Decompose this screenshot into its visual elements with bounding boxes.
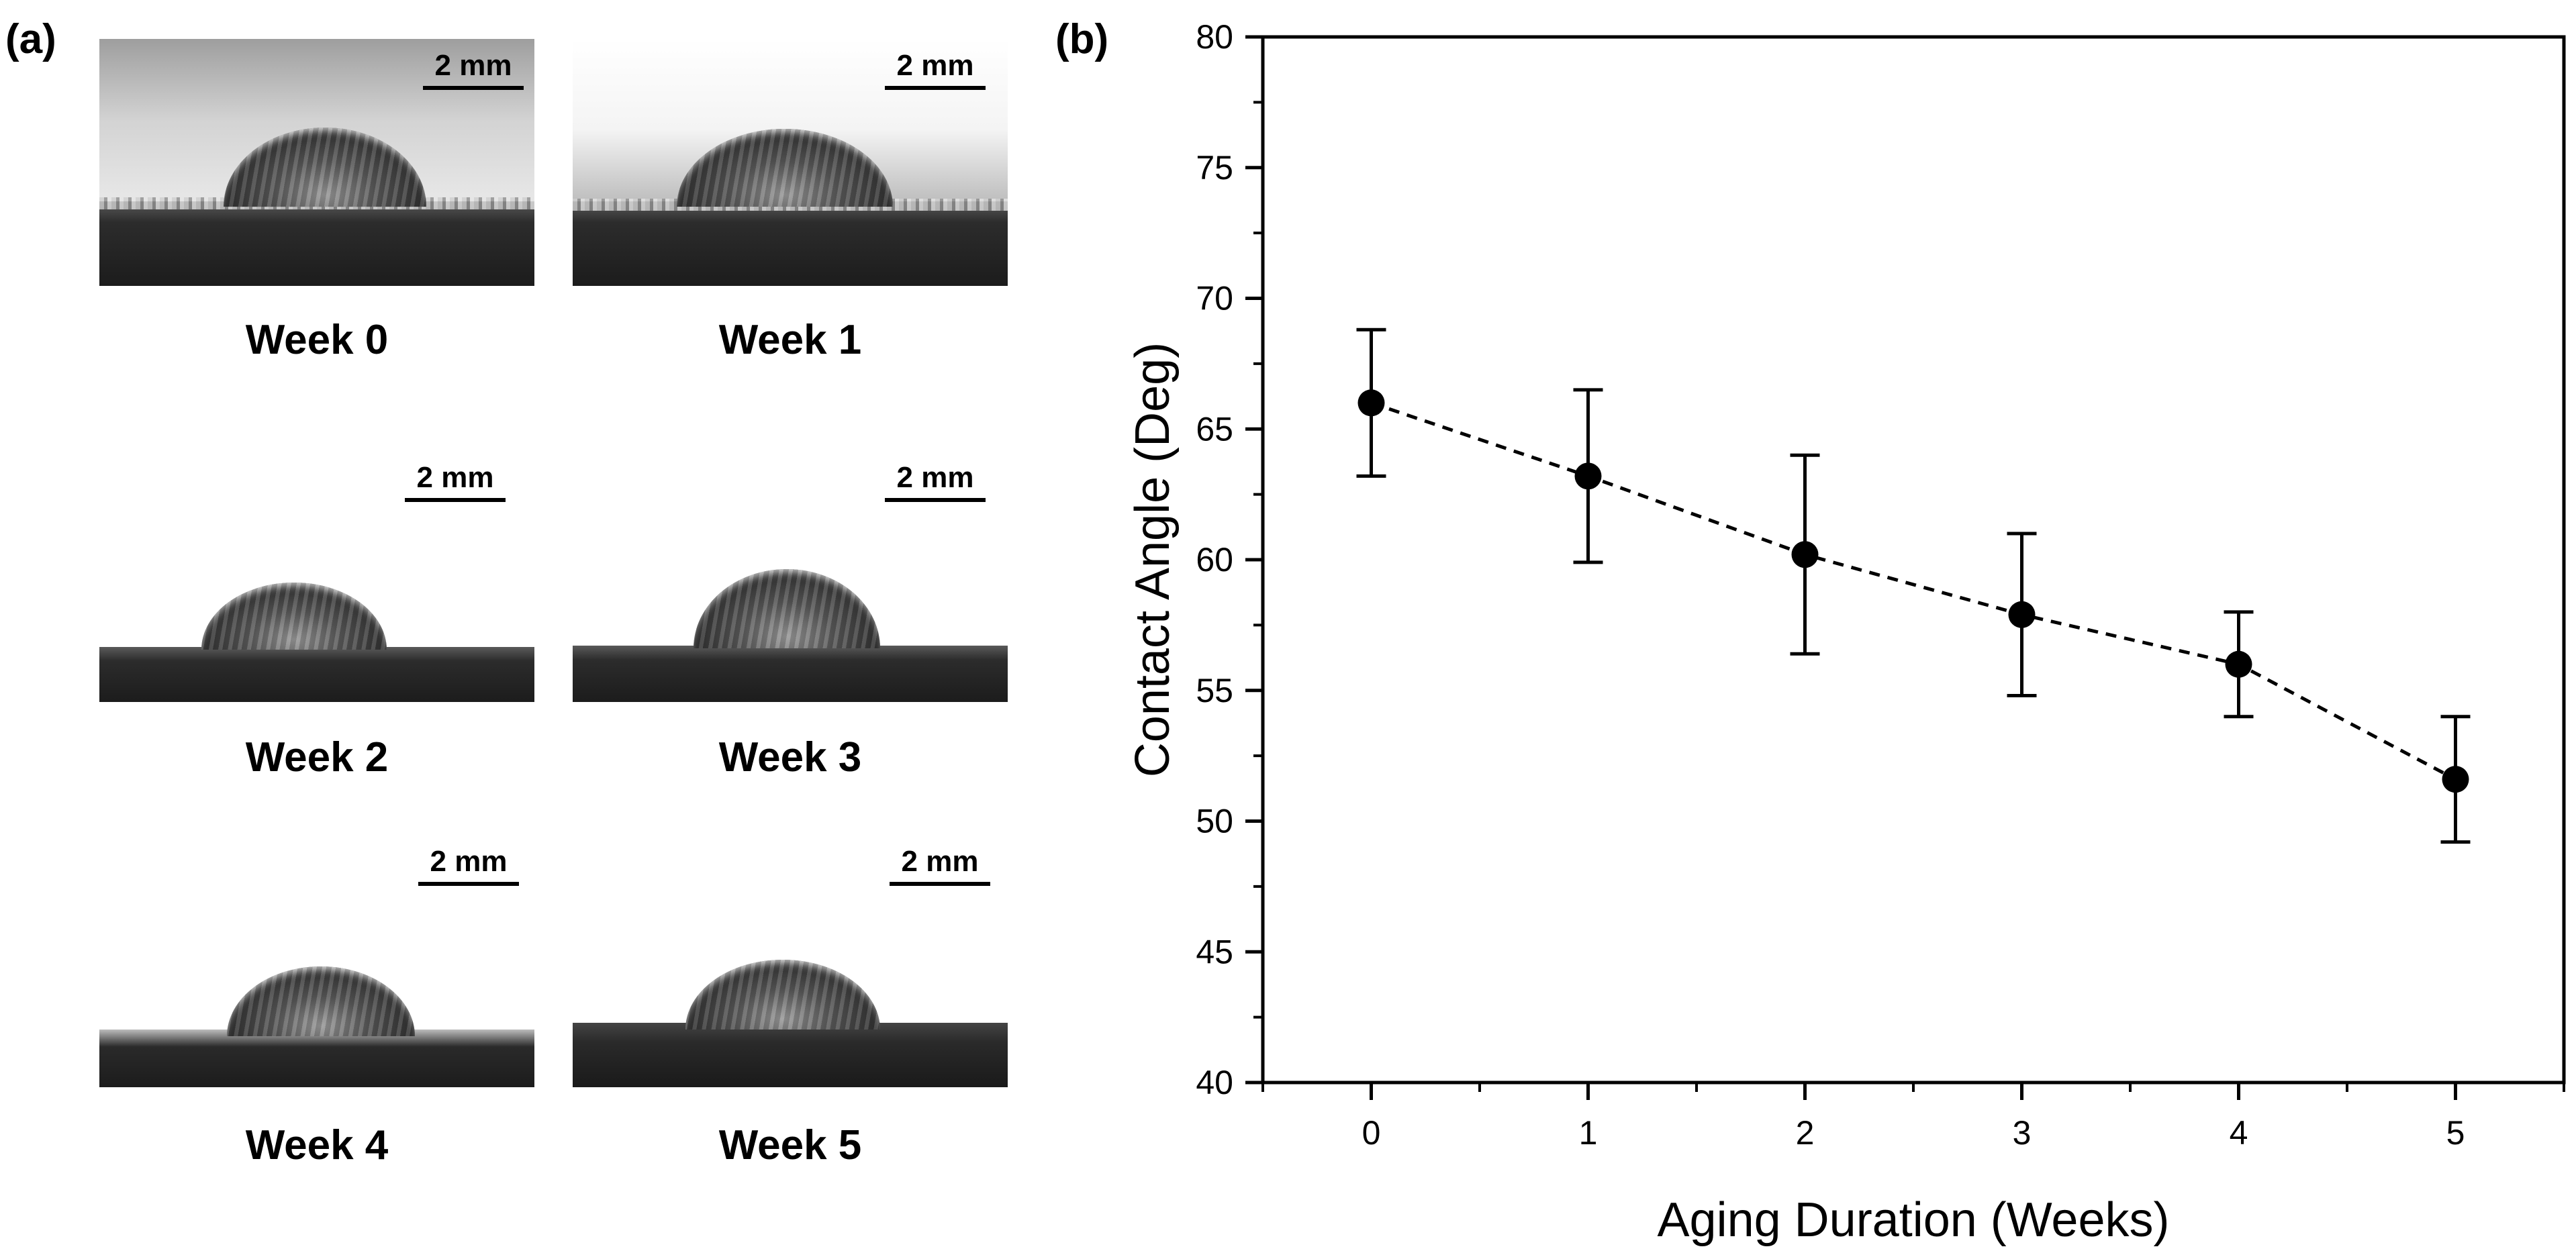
- y-tick-label: 45: [1196, 933, 1233, 970]
- data-point: [2008, 601, 2036, 628]
- y-tick-label: 80: [1196, 18, 1233, 56]
- data-point: [1357, 389, 1385, 417]
- y-tick-label: 60: [1196, 541, 1233, 579]
- x-axis: 0 1 2 3 4 5: [1261, 1083, 2565, 1152]
- photo-caption-week-3: Week 3: [718, 734, 862, 781]
- x-axis-title: Aging Duration (Weeks): [1658, 1193, 2170, 1247]
- scale-bar-label: 2 mm: [896, 49, 974, 82]
- photo-caption-week-5: Week 5: [718, 1122, 862, 1168]
- droplet-photo-week-2: 2 mm: [99, 455, 534, 702]
- x-tick-label: 1: [1579, 1114, 1598, 1152]
- droplet-photo-week-5: 2 mm: [573, 840, 1008, 1087]
- water-droplet-image: [201, 583, 387, 650]
- droplet-photo-week-4: 2 mm: [99, 840, 534, 1087]
- photo-caption-week-2: Week 2: [245, 734, 389, 781]
- y-tick-label: 40: [1196, 1064, 1233, 1101]
- data-point: [1574, 462, 1602, 490]
- scale-bar-label: 2 mm: [416, 461, 494, 494]
- water-droplet-image: [224, 128, 426, 207]
- scale-bar-line: [890, 882, 990, 886]
- x-tick-label: 2: [1796, 1114, 1815, 1152]
- panel-label-b: (b): [1055, 16, 1109, 62]
- scale-bar-label: 2 mm: [430, 845, 508, 878]
- water-droplet-image: [685, 960, 880, 1030]
- scale-bar: 2 mm: [890, 847, 990, 886]
- scale-bar-line: [885, 86, 986, 90]
- series-dashed-line: [1370, 401, 2456, 781]
- water-droplet-image: [694, 569, 880, 648]
- y-tick-label: 50: [1196, 803, 1233, 840]
- scale-bar: 2 mm: [885, 463, 986, 502]
- plot-area-frame: [1261, 35, 2566, 1085]
- scale-bar-line: [885, 498, 986, 502]
- scale-bar: 2 mm: [423, 51, 524, 90]
- scale-bar-line: [423, 86, 524, 90]
- scale-bar: 2 mm: [885, 51, 986, 90]
- scale-bar: 2 mm: [405, 463, 506, 502]
- y-tick-label: 55: [1196, 672, 1233, 709]
- panel-label-a: (a): [5, 16, 56, 62]
- series-layer: [1356, 328, 2471, 844]
- droplet-photo-week-1: 2 mm: [573, 39, 1008, 286]
- scale-bar-label: 2 mm: [901, 845, 979, 878]
- scale-bar: 2 mm: [418, 847, 519, 886]
- water-droplet-image: [677, 129, 893, 207]
- water-droplet-image: [227, 966, 415, 1036]
- x-tick-label: 0: [1362, 1114, 1381, 1152]
- y-axis: 40 45 50 55 60 65 70 75 80: [1196, 18, 1263, 1101]
- x-tick-label: 3: [2013, 1114, 2032, 1152]
- droplet-photo-week-3: 2 mm: [573, 455, 1008, 702]
- photo-caption-week-1: Week 1: [718, 317, 862, 363]
- scale-bar-line: [405, 498, 506, 502]
- scale-bar-label: 2 mm: [434, 49, 512, 82]
- scale-bar-label: 2 mm: [896, 461, 974, 494]
- photo-caption-week-4: Week 4: [245, 1122, 389, 1168]
- photo-caption-week-0: Week 0: [245, 317, 389, 363]
- scale-bar-line: [418, 882, 519, 886]
- y-axis-title: Contact Angle (Deg): [1126, 342, 1180, 777]
- x-tick-label: 5: [2446, 1114, 2465, 1152]
- y-tick-label: 75: [1196, 149, 1233, 187]
- data-point: [2442, 766, 2469, 793]
- data-point: [1791, 541, 1819, 568]
- y-tick-label: 65: [1196, 410, 1233, 448]
- data-point: [2225, 650, 2252, 678]
- x-tick-label: 4: [2230, 1114, 2248, 1152]
- y-tick-label: 70: [1196, 280, 1233, 317]
- droplet-photo-week-0: 2 mm: [99, 39, 534, 286]
